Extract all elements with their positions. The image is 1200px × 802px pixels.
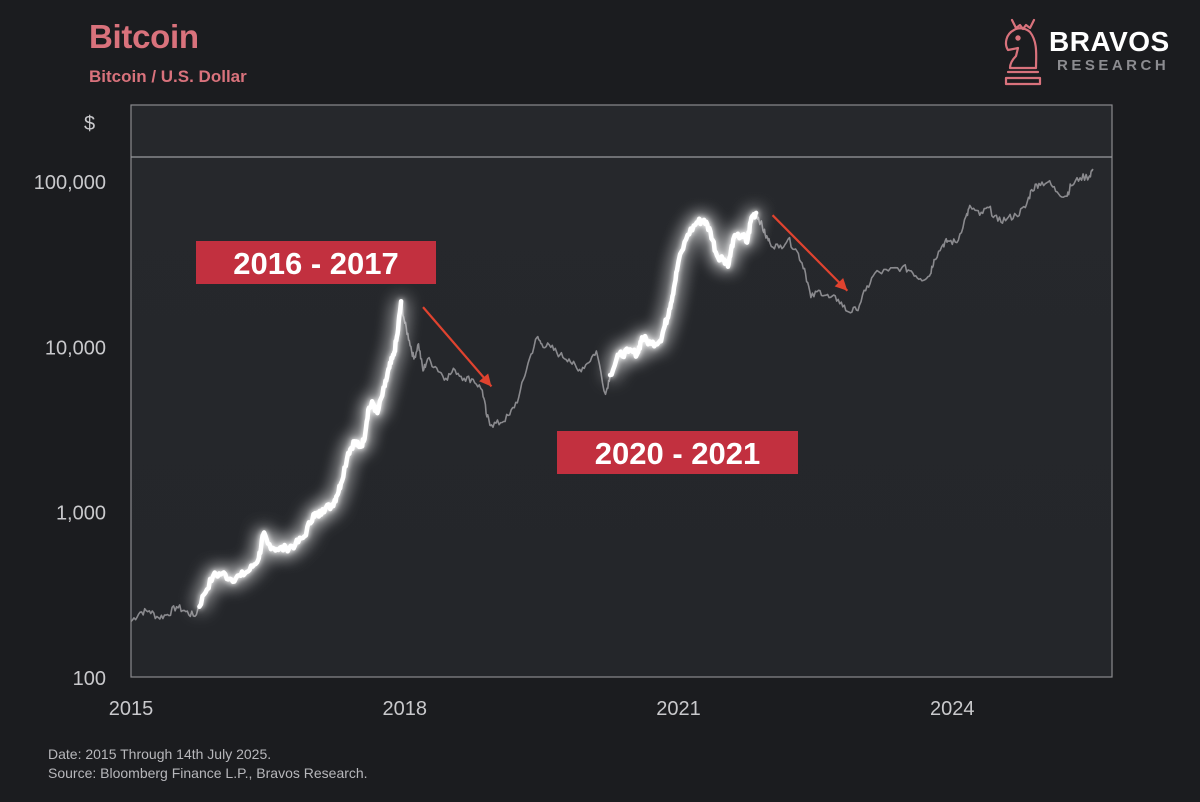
x-tick-label-1: 2018	[383, 698, 428, 720]
x-tick-label-3: 2024	[930, 698, 975, 720]
x-axis-ticks: 2015 2018 2021 2024	[109, 698, 975, 720]
annotation-box-1	[557, 431, 798, 474]
annotation-label-0: 2016 - 2017	[233, 246, 398, 281]
brand-subname: RESEARCH	[1057, 57, 1170, 74]
annotations: 2016 - 2017 2020 - 2021	[196, 214, 849, 474]
brand-name: BRAVOS	[1049, 26, 1170, 57]
decline-arrow-0	[422, 306, 493, 388]
date-note: Date: 2015 Through 14th July 2025.	[48, 746, 272, 762]
y-tick-label-0: 100	[73, 668, 106, 690]
chart-subtitle: Bitcoin / U.S. Dollar	[89, 67, 247, 86]
x-tick-label-2: 2021	[656, 698, 701, 720]
highlighted-rallies	[197, 210, 759, 609]
y-tick-label-3: 100,000	[34, 172, 106, 194]
y-tick-label-2: 10,000	[45, 337, 106, 359]
annotation-box-0	[196, 241, 436, 284]
y-unit-label: $	[84, 113, 95, 135]
y-axis-ticks: 100 1,000 10,000 100,000	[34, 172, 106, 690]
source-note: Source: Bloomberg Finance L.P., Bravos R…	[48, 765, 368, 781]
x-tick-label-0: 2015	[109, 698, 154, 720]
decline-arrowhead-0	[479, 373, 492, 387]
decline-arrowhead-1	[834, 277, 848, 291]
plot-area	[130, 104, 1113, 678]
chart-title: Bitcoin	[89, 18, 199, 55]
highlight-rally-line-1	[607, 210, 759, 378]
highlight-rally-line-0	[197, 298, 404, 609]
annotation-label-1: 2020 - 2021	[595, 436, 760, 471]
brand-logo: BRAVOS RESEARCH	[998, 12, 1188, 92]
knight-chess-piece-icon	[1004, 18, 1042, 86]
decline-arrow-1	[771, 214, 849, 292]
footer-notes: Date: 2015 Through 14th July 2025. Sourc…	[48, 745, 368, 783]
y-tick-label-1: 1,000	[56, 503, 106, 525]
